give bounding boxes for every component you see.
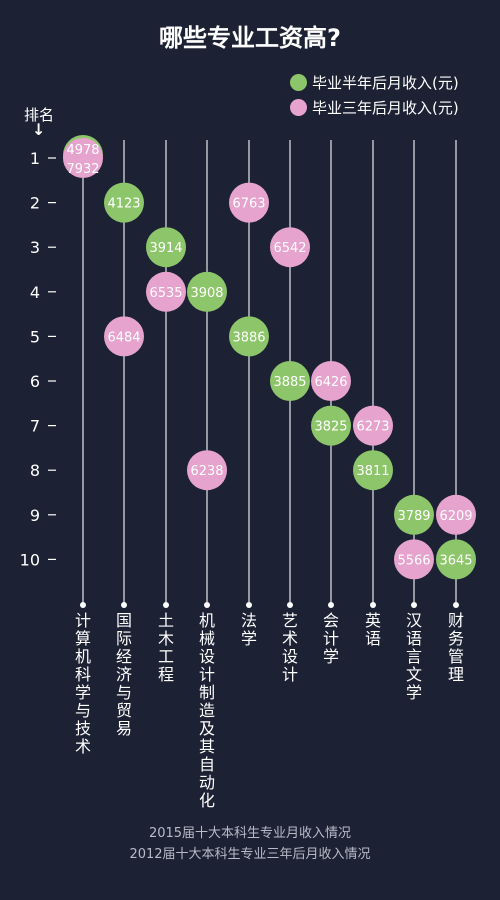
category-label: 艺术设计	[281, 611, 298, 684]
rank-arrow-icon: ↓	[32, 120, 46, 139]
category-label: 机械设计制造及其自动化	[198, 611, 215, 810]
data-label: 6763	[232, 197, 265, 212]
bubble-three-year	[229, 182, 269, 223]
bubble-three-year	[270, 227, 310, 268]
rank-tick-label: 8	[30, 461, 40, 480]
category-label: 会计学	[322, 611, 339, 666]
rank-tick-label: 2	[30, 194, 40, 213]
rank-tick-label: 4	[30, 283, 40, 302]
bubble-half-year	[311, 405, 351, 446]
data-label: 3811	[356, 464, 389, 479]
bubble-three-year	[63, 138, 103, 178]
bubble-half-year	[187, 271, 227, 312]
rank-tick-label: 9	[30, 506, 40, 525]
rank-tick-label: 10	[20, 550, 40, 569]
bubble-three-year	[394, 539, 434, 580]
category-label: 汉语言文学	[405, 611, 422, 702]
data-label: 3908	[190, 286, 223, 301]
data-label: 6542	[273, 241, 306, 256]
legend-item-half-year: 毕业半年后月收入(元)	[290, 72, 459, 93]
legend-dot-three-year	[290, 99, 307, 116]
footer-line-2: 2012届十大本科生专业三年后月收入情况	[129, 847, 371, 862]
data-label: 3885	[273, 375, 306, 390]
legend-item-three-year: 毕业三年后月收入(元)	[290, 97, 459, 118]
data-label: 3789	[397, 509, 430, 524]
category-line-end-dot	[287, 602, 293, 608]
category-line-end-dot	[411, 602, 417, 608]
category-line-end-dot	[453, 602, 459, 608]
data-label: 3825	[314, 420, 347, 435]
category-line-end-dot	[80, 602, 86, 608]
data-label: 3645	[439, 553, 472, 568]
data-label: 6484	[107, 330, 140, 345]
category-line-end-dot	[370, 602, 376, 608]
bubble-half-year	[104, 182, 144, 223]
bubble-half-year	[353, 450, 393, 491]
category-line-end-dot	[121, 602, 127, 608]
category-label: 法学	[240, 611, 257, 648]
chart-title: 哪些专业工资高?	[159, 24, 341, 52]
bubble-half-year	[394, 494, 434, 535]
rank-tick-label: 7	[30, 417, 40, 436]
category-line-end-dot	[328, 602, 334, 608]
bubble-half-year	[436, 539, 476, 580]
data-label: 6535	[149, 286, 182, 301]
data-label: 7932	[66, 162, 99, 177]
category-line-end-dot	[246, 602, 252, 608]
data-label: 3886	[232, 330, 265, 345]
bubble-three-year	[187, 450, 227, 491]
bubble-three-year	[146, 271, 186, 312]
category-label: 财务管理	[447, 611, 464, 684]
rank-tick-label: 1	[30, 149, 40, 168]
rank-axis-label: 排名	[24, 106, 55, 124]
bubble-half-year	[146, 227, 186, 268]
bubble-three-year	[311, 361, 351, 401]
category-label: 国际经济与贸易	[115, 611, 132, 738]
legend-label-half-year: 毕业半年后月收入(元)	[312, 74, 459, 92]
category-label: 土木工程	[157, 611, 174, 684]
data-label: 6273	[356, 420, 389, 435]
rank-tick-label: 3	[30, 238, 40, 257]
data-label: 5566	[397, 553, 430, 568]
rank-tick-label: 5	[30, 327, 40, 346]
data-label: 4978	[66, 143, 99, 158]
category-label: 计算机科学与技术	[74, 611, 91, 756]
bubble-three-year	[353, 405, 393, 446]
data-label: 6238	[190, 464, 223, 479]
category-line-end-dot	[204, 602, 210, 608]
bubble-half-year	[270, 361, 310, 401]
data-label: 6426	[314, 375, 347, 390]
footer-line-1: 2015届十大本科生专业月收入情况	[148, 826, 352, 841]
bubble-half-year	[229, 316, 269, 357]
bubble-three-year	[104, 316, 144, 357]
bubble-three-year	[436, 494, 476, 535]
category-label: 英语	[364, 611, 381, 648]
data-label: 4123	[107, 197, 140, 212]
data-label: 3914	[149, 241, 182, 256]
rank-tick-label: 6	[30, 372, 40, 391]
legend-dot-half-year	[290, 74, 307, 91]
data-label: 6209	[439, 509, 472, 524]
category-line-end-dot	[163, 602, 169, 608]
legend-label-three-year: 毕业三年后月收入(元)	[312, 99, 459, 117]
